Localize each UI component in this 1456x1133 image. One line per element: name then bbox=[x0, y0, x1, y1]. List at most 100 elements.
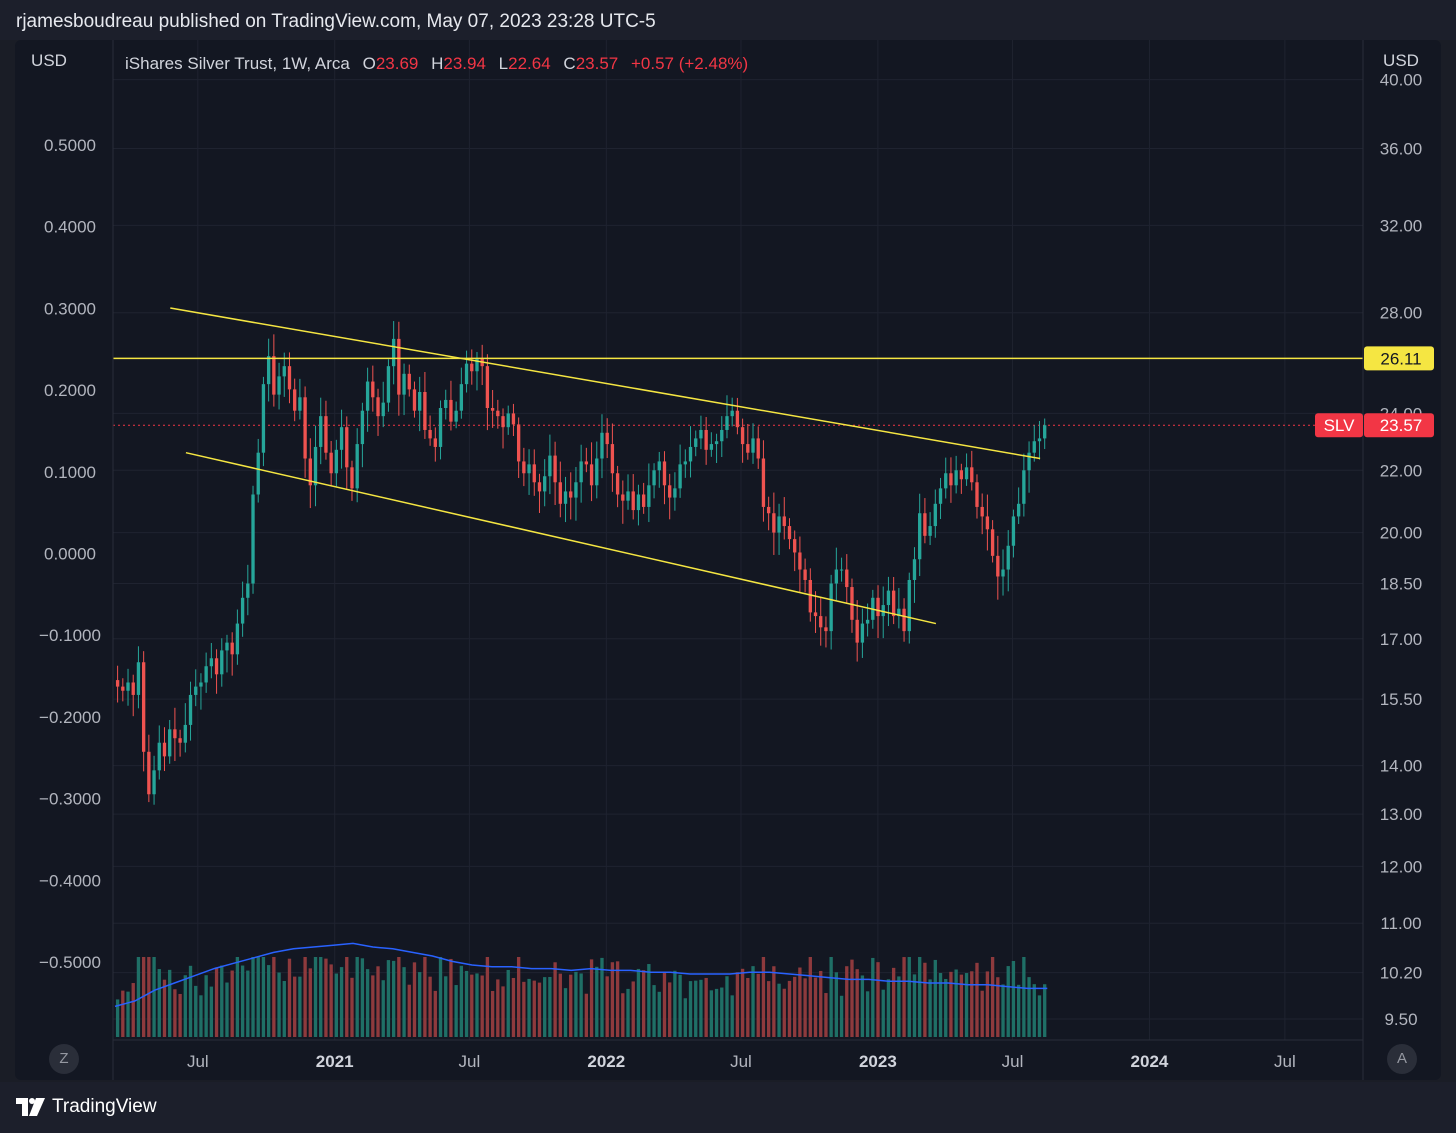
volume-bar bbox=[152, 957, 156, 1037]
volume-bar bbox=[808, 957, 812, 1037]
auto-scale-left-button[interactable]: Z bbox=[49, 1044, 79, 1074]
candle-body bbox=[1022, 470, 1026, 504]
candle-body bbox=[464, 363, 469, 385]
volume-bar bbox=[319, 957, 323, 1037]
low-label: L bbox=[498, 54, 509, 73]
volume-bar bbox=[959, 974, 964, 1037]
volume-bar bbox=[1043, 984, 1047, 1037]
candle-body bbox=[136, 662, 141, 695]
volume-bar bbox=[261, 957, 266, 1037]
candle-body bbox=[990, 529, 995, 556]
volume-bar bbox=[621, 993, 625, 1037]
right-tick-label: 40.00 bbox=[1380, 71, 1423, 90]
candle-body bbox=[537, 482, 542, 492]
candle-body bbox=[923, 513, 927, 536]
volume-bar bbox=[813, 977, 818, 1037]
volume-bar bbox=[1011, 960, 1016, 1037]
price-chart-svg[interactable]: USD 0.5000 0.4000 0.3000 0.2000 0.1000 0.0000 −… bbox=[15, 40, 1441, 1080]
candle-body bbox=[569, 491, 573, 498]
candle-body bbox=[485, 366, 490, 409]
symbol-legend[interactable]: iShares Silver Trust, 1W, Arca O23.69 H2… bbox=[125, 54, 748, 74]
volume-bar bbox=[350, 977, 354, 1037]
volume-bar bbox=[954, 969, 958, 1037]
volume-bar bbox=[668, 982, 672, 1037]
time-tick-label: Jul bbox=[187, 1052, 209, 1071]
close-value: 23.57 bbox=[575, 54, 619, 73]
auto-scale-right-button[interactable]: A bbox=[1387, 1044, 1417, 1074]
volume-bar bbox=[860, 975, 865, 1037]
time-tick-label: Jul bbox=[1002, 1052, 1024, 1071]
candle-body bbox=[381, 402, 385, 417]
candle-body bbox=[470, 363, 474, 372]
volume-bar bbox=[777, 983, 781, 1037]
candle-body bbox=[199, 682, 203, 687]
symbol-name[interactable]: iShares Silver Trust, 1W, Arca bbox=[125, 54, 350, 73]
volume-bar bbox=[605, 976, 609, 1037]
candle-body bbox=[391, 338, 396, 367]
right-tick-label: 32.00 bbox=[1380, 216, 1423, 235]
volume-bar bbox=[230, 970, 234, 1037]
candle-body bbox=[933, 503, 937, 527]
volume-bar bbox=[824, 993, 828, 1037]
candle-body bbox=[605, 432, 609, 445]
time-tick-label: 2024 bbox=[1131, 1052, 1169, 1071]
volume-bar bbox=[376, 966, 380, 1037]
candle-body bbox=[339, 427, 344, 450]
candle-body bbox=[240, 597, 245, 624]
candle-body bbox=[496, 410, 500, 417]
candle-body bbox=[615, 473, 620, 495]
candle-body bbox=[282, 366, 286, 377]
volume-bar bbox=[277, 972, 281, 1037]
candle-body bbox=[313, 446, 318, 486]
candle-body bbox=[1037, 438, 1042, 442]
volume-bar bbox=[131, 983, 135, 1037]
candle-body bbox=[819, 616, 823, 628]
volume-bar bbox=[787, 980, 792, 1037]
tradingview-logo[interactable]: TradingView bbox=[16, 1096, 157, 1118]
candle-body bbox=[860, 623, 865, 643]
time-axis: Jul 2021 Jul 2022 Jul 2023 Jul 2024 Jul bbox=[113, 1039, 1363, 1071]
volume-bar bbox=[897, 976, 901, 1037]
candle-body bbox=[230, 642, 234, 655]
candle-body bbox=[178, 738, 182, 743]
symbol-tag-text: SLV bbox=[1324, 416, 1356, 435]
volume-bar bbox=[334, 973, 339, 1037]
time-tick-label: Jul bbox=[730, 1052, 752, 1071]
left-tick-label: 0.2000 bbox=[44, 381, 96, 400]
volume-bar bbox=[730, 995, 734, 1037]
candle-body bbox=[980, 506, 984, 517]
change-value: +0.57 (+2.48%) bbox=[630, 54, 749, 73]
candle-body bbox=[183, 724, 187, 743]
left-tick-label: −0.5000 bbox=[39, 953, 101, 972]
candle-body bbox=[324, 416, 328, 453]
candle-body bbox=[647, 485, 651, 507]
candle-body bbox=[360, 410, 365, 445]
volume-bar bbox=[839, 995, 844, 1037]
candle-body bbox=[162, 742, 167, 757]
volume-bar bbox=[876, 962, 880, 1037]
volume-bar bbox=[188, 965, 193, 1037]
candle-body bbox=[188, 694, 193, 725]
volume-bar bbox=[735, 972, 740, 1037]
candle-body bbox=[355, 444, 359, 489]
candle-body bbox=[225, 642, 229, 651]
volume-bar bbox=[928, 979, 932, 1037]
volume-bar bbox=[162, 979, 167, 1037]
volume-bar bbox=[704, 977, 708, 1037]
volume-bar bbox=[1006, 966, 1010, 1037]
candle-body bbox=[418, 391, 422, 411]
candle-body bbox=[350, 467, 354, 489]
candle-body bbox=[678, 464, 682, 489]
volume-bar bbox=[298, 976, 302, 1037]
volume-bar bbox=[240, 965, 245, 1037]
chart-panel[interactable]: USD 0.5000 0.4000 0.3000 0.2000 0.1000 0.0000 −… bbox=[15, 40, 1441, 1080]
volume-bar bbox=[444, 976, 448, 1037]
volume-bar bbox=[527, 978, 531, 1037]
volume-bar bbox=[194, 985, 198, 1037]
volume-bar bbox=[543, 977, 547, 1037]
candle-body bbox=[319, 416, 323, 447]
candle-body bbox=[845, 569, 849, 588]
volume-bar bbox=[386, 960, 391, 1037]
candle-body bbox=[761, 458, 766, 507]
volume-bar bbox=[595, 966, 599, 1037]
